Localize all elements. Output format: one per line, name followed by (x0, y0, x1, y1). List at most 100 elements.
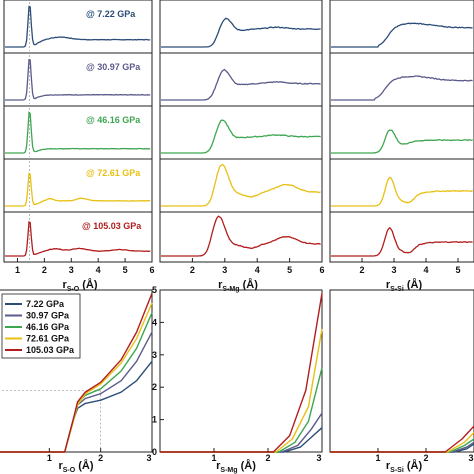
axis-label-main: r (386, 279, 391, 291)
rdf-panel (329, 158, 474, 213)
x-tick-label: 2 (98, 453, 103, 463)
y-tick-label: 5 (152, 285, 157, 295)
x-tick-label: 3 (468, 453, 473, 463)
x-tick-label: 3 (316, 453, 321, 463)
legend-label: 30.97 GPa (26, 311, 70, 321)
axis-label-unit: (Å) (404, 278, 423, 291)
x-tick-label: 5 (455, 265, 460, 275)
rdf-series-line (161, 119, 321, 154)
rdf-series-line (5, 220, 151, 257)
rdf-panel: @ 105.03 GPa (3, 211, 153, 263)
axis-label-unit: (Å) (240, 278, 259, 291)
panel-frame (329, 211, 474, 263)
rdf-panel: @ 46.16 GPa (3, 105, 153, 160)
legend-label: 46.16 GPa (26, 322, 70, 332)
panel-frame (159, 211, 323, 263)
rdf-series-line (331, 129, 473, 154)
rdf-series-line (331, 75, 473, 101)
rdf-panel (159, 52, 323, 107)
rdf-panel: @ 7.22 GPa (3, 0, 153, 54)
rdf-series-line (5, 172, 151, 207)
x-tick-label: 1 (375, 453, 380, 463)
rdf-series-line (331, 22, 473, 48)
x-tick-label: 1 (47, 453, 52, 463)
cn-series-line (160, 328, 323, 453)
panel-frame (329, 0, 474, 54)
legend-label: 7.22 GPa (26, 299, 65, 309)
axis-label-sub: S-Si (390, 467, 404, 474)
panel-frame (0, 289, 153, 453)
cn-panel (329, 289, 474, 453)
panel-frame (159, 0, 323, 54)
y-tick-label: 1 (152, 415, 157, 425)
axis-label-unit: (Å) (75, 459, 94, 472)
rdf-panel (159, 211, 323, 263)
axis-label-main: r (386, 460, 391, 472)
x-tick-label: 2 (359, 265, 364, 275)
panel-frame (159, 52, 323, 107)
rdf-series-line (5, 58, 151, 101)
rdf-series-line (331, 226, 473, 257)
x-tick-label: 2 (42, 265, 47, 275)
x-axis-label: rS-Mg (Å) (218, 278, 258, 293)
rdf-panel (329, 211, 474, 263)
x-axis-label: rS-Si (Å) (386, 278, 423, 293)
rdf-panel: @ 72.61 GPa (3, 158, 153, 213)
cn-series-line (0, 292, 153, 453)
x-axis-label: rS-O (Å) (58, 459, 93, 474)
rdf-panel (329, 0, 474, 54)
pressure-label: @ 46.16 GPa (86, 115, 141, 125)
x-tick-label: 2 (265, 453, 270, 463)
pressure-label: @ 72.61 GPa (86, 168, 141, 178)
x-tick-label: 4 (423, 265, 428, 275)
axis-label-unit: (Å) (79, 278, 98, 291)
rdf-panel (159, 105, 323, 160)
axis-label-main: r (58, 460, 63, 472)
x-tick-label: 3 (391, 265, 396, 275)
rdf-panel (159, 158, 323, 213)
rdf-series-line (161, 17, 321, 48)
cn-panel: 0 1 2 3 4 5 (152, 285, 323, 457)
axis-label-main: r (218, 279, 223, 291)
axis-label-main: r (216, 460, 221, 472)
panel-frame (329, 105, 474, 160)
pressure-label: @ 30.97 GPa (86, 62, 141, 72)
axis-label-sub: S-O (63, 467, 76, 474)
pressure-label: @ 105.03 GPa (82, 221, 142, 231)
axis-label-sub: S-Mg (220, 467, 237, 474)
y-tick-label: 3 (152, 350, 157, 360)
cn-series-line (160, 427, 323, 453)
x-tick-label: 1 (211, 453, 216, 463)
rdf-series-line (161, 215, 321, 257)
legend-label: 105.03 GPa (26, 345, 75, 355)
y-tick-label: 0 (152, 447, 157, 457)
x-tick-label: 4 (255, 265, 260, 275)
top-panels: @ 7.22 GPa @ 30.97 GPa @ 46.16 GPa @ 72.61 … (3, 0, 474, 293)
x-tick-label: 4 (96, 265, 101, 275)
legend-label: 72.61 GPa (26, 334, 70, 344)
cn-series-line (160, 293, 323, 453)
rdf-panel (329, 105, 474, 160)
cn-series-line (330, 432, 474, 453)
panel-frame (3, 211, 153, 263)
x-tick-label: 3 (69, 265, 74, 275)
x-tick-label: 6 (149, 265, 154, 275)
rdf-series-line (161, 68, 321, 101)
x-axis-label: rS-Mg (Å) (216, 459, 256, 474)
rdf-series-line (161, 163, 321, 207)
rdf-series-line (5, 111, 151, 154)
pressure-label: @ 7.22 GPa (86, 9, 136, 19)
x-tick-label: 2 (423, 453, 428, 463)
rdf-panel (329, 52, 474, 107)
cn-series-line (330, 425, 474, 453)
axis-label-main: r (62, 279, 67, 291)
x-tick-label: 5 (287, 265, 292, 275)
panel-frame (159, 158, 323, 213)
x-tick-label: 5 (123, 265, 128, 275)
x-tick-label: 6 (319, 265, 324, 275)
x-tick-label: 3 (222, 265, 227, 275)
cn-panel (0, 289, 153, 453)
